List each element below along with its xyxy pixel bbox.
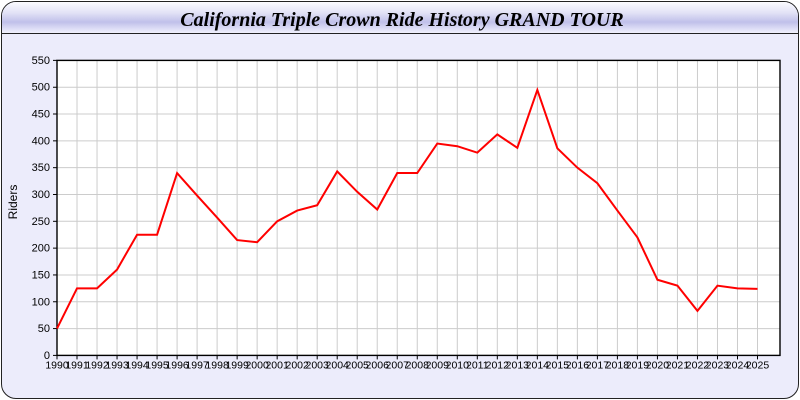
svg-text:500: 500	[32, 82, 50, 94]
svg-text:550: 550	[32, 55, 50, 67]
svg-text:150: 150	[32, 269, 50, 281]
svg-text:400: 400	[32, 135, 50, 147]
svg-text:350: 350	[32, 162, 50, 174]
svg-text:100: 100	[32, 296, 50, 308]
svg-text:250: 250	[32, 216, 50, 228]
svg-text:200: 200	[32, 243, 50, 255]
svg-text:450: 450	[32, 109, 50, 121]
svg-text:50: 50	[38, 323, 50, 335]
svg-text:2025: 2025	[746, 359, 770, 371]
svg-text:300: 300	[32, 189, 50, 201]
